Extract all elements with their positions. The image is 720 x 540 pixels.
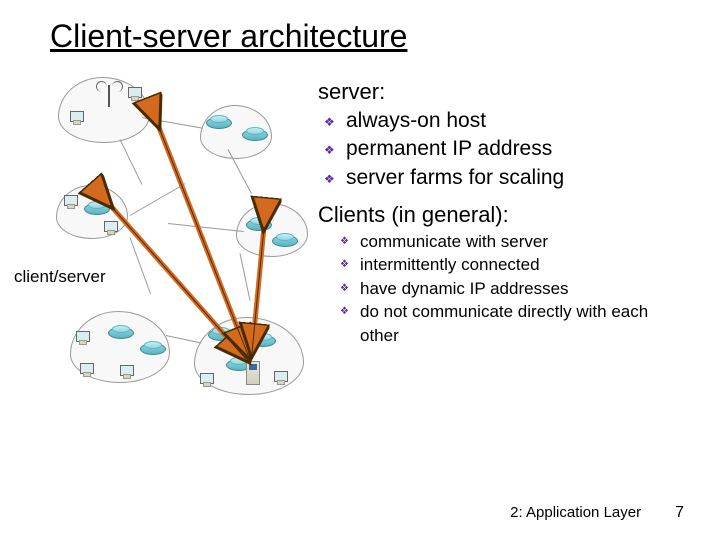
list-item: intermittently connected xyxy=(360,253,680,276)
list-item: have dynamic IP addresses xyxy=(360,277,680,300)
list-item: always-on host xyxy=(346,107,680,135)
slide-footer: 2: Application Layer 7 xyxy=(510,504,684,522)
slide-title: Client-server architecture xyxy=(50,18,680,55)
server-bullet-list: always-on host permanent IP address serv… xyxy=(318,107,680,192)
clients-bullet-list: communicate with server intermittently c… xyxy=(318,230,680,347)
list-item: do not communicate directly with each ot… xyxy=(360,300,680,347)
list-item: communicate with server xyxy=(360,230,680,253)
footer-chapter: 2: Application Layer xyxy=(510,504,641,521)
diagram-column: client/server xyxy=(50,77,310,407)
network-diagram xyxy=(50,77,310,407)
list-item: permanent IP address xyxy=(346,135,680,163)
footer-page-number: 7 xyxy=(675,504,684,522)
list-item: server farms for scaling xyxy=(346,164,680,192)
clients-heading: Clients (in general): xyxy=(318,202,680,228)
server-node-icon xyxy=(246,361,260,385)
server-heading: server: xyxy=(318,79,680,105)
text-column: server: always-on host permanent IP addr… xyxy=(318,77,680,407)
